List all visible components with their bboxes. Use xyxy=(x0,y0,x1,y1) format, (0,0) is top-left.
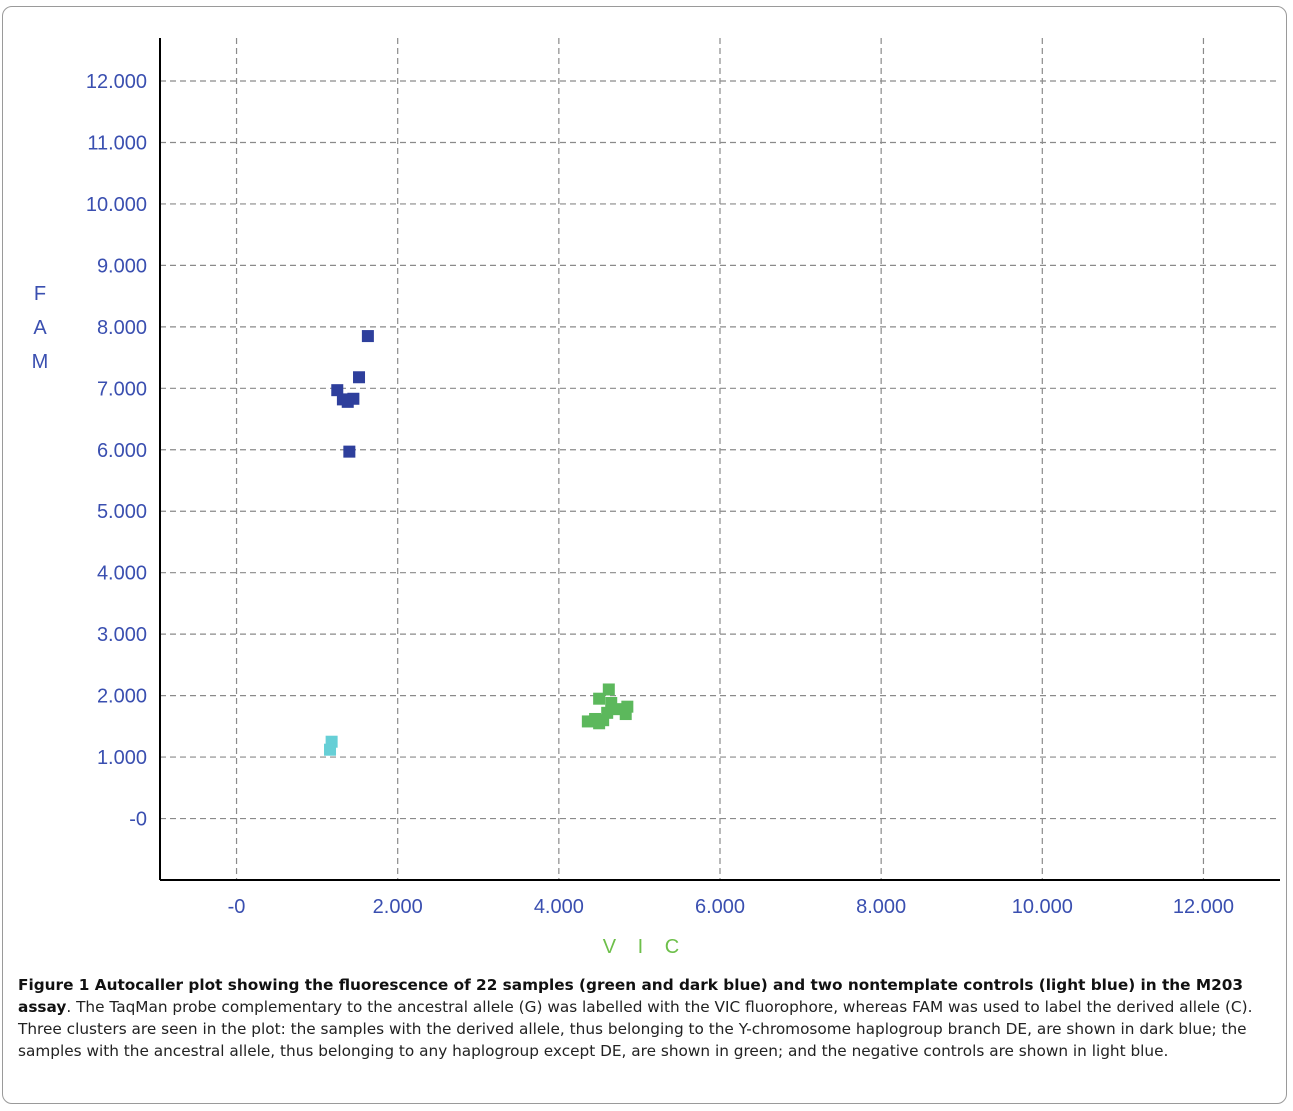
y-tick-label: 7.000 xyxy=(97,378,147,400)
figure-caption: Figure 1 Autocaller plot showing the flu… xyxy=(18,974,1280,1062)
caption-text: . The TaqMan probe complementary to the … xyxy=(18,998,1253,1060)
data-point-series-1 xyxy=(353,371,366,384)
gridlines xyxy=(160,38,1280,880)
data-point-series-2 xyxy=(593,692,606,705)
y-tick-label: 9.000 xyxy=(97,255,147,277)
y-tick-label: 2.000 xyxy=(97,686,147,708)
figure-frame xyxy=(2,6,1287,1104)
x-axis-label: V I C xyxy=(603,936,687,958)
y-tick-label: 6.000 xyxy=(97,440,147,462)
data-point-series-2 xyxy=(589,712,602,725)
x-tick-label: 6.000 xyxy=(695,896,745,918)
y-tick-label: 12.000 xyxy=(86,71,147,93)
data-point-series-3 xyxy=(324,743,337,756)
y-tick-label: 1.000 xyxy=(97,747,147,769)
data-point-series-2 xyxy=(619,708,632,721)
y-tick-label: -0 xyxy=(129,809,147,831)
y-tick-label: 8.000 xyxy=(97,317,147,339)
y-tick-label: 3.000 xyxy=(97,624,147,646)
x-tick-label: -0 xyxy=(228,896,246,918)
y-axis-label-letter: M xyxy=(32,351,49,373)
x-tick-labels: -0 2.000 4.000 6.000 8.000 10.000 12.000 xyxy=(228,896,1234,918)
data-points xyxy=(324,330,634,756)
x-tick-label: 8.000 xyxy=(856,896,906,918)
data-point-series-2 xyxy=(602,683,615,696)
x-tick-label: 2.000 xyxy=(373,896,423,918)
y-tick-labels: -0 1.000 2.000 3.000 4.000 5.000 6.000 7.000 8.0… xyxy=(86,71,147,831)
x-tick-label: 4.000 xyxy=(534,896,584,918)
data-point-series-1 xyxy=(341,395,354,408)
y-axis-label-letter: F xyxy=(34,283,46,305)
x-tick-label: 10.000 xyxy=(1012,896,1073,918)
y-tick-label: 11.000 xyxy=(87,132,147,154)
y-tick-label: 5.000 xyxy=(97,501,147,523)
data-point-series-1 xyxy=(343,445,356,458)
x-tick-label: 12.000 xyxy=(1173,896,1234,918)
axes xyxy=(159,38,1280,881)
data-point-series-1 xyxy=(331,384,344,397)
axis-labels: V I C FAM xyxy=(32,283,687,958)
y-axis-label-letter: A xyxy=(33,317,47,339)
y-tick-label: 10.000 xyxy=(86,194,147,216)
caption-bold: Figure 1 Autocaller plot showing the flu… xyxy=(18,976,1244,1016)
data-point-series-1 xyxy=(361,330,374,343)
scatter-plot: -0 2.000 4.000 6.000 8.000 10.000 12.000 -0 1.0… xyxy=(32,38,1280,958)
y-tick-label: 4.000 xyxy=(97,563,147,585)
